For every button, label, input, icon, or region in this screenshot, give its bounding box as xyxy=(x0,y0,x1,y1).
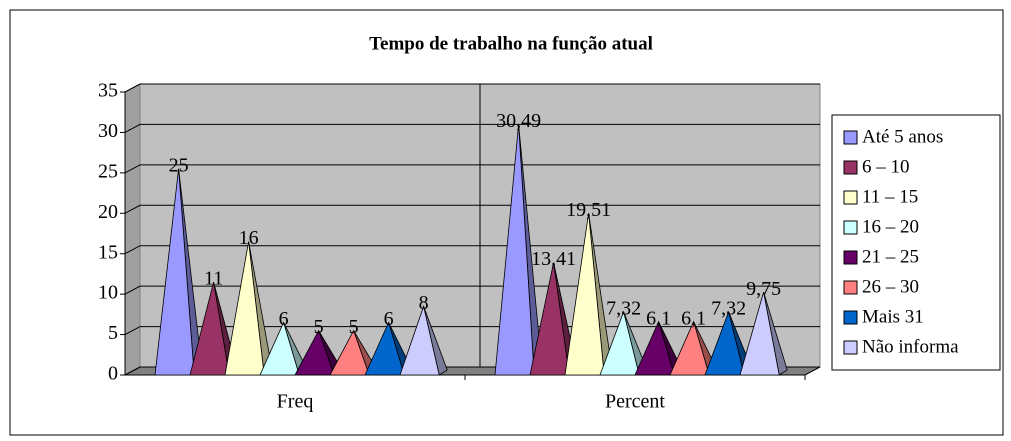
data-label: 6,1 xyxy=(646,307,671,329)
legend-swatch xyxy=(843,310,858,325)
pyramid xyxy=(259,321,300,376)
legend-swatch xyxy=(843,340,858,355)
legend-label: 11 – 15 xyxy=(862,186,918,207)
pyramid xyxy=(529,262,570,376)
pyramid xyxy=(669,320,710,376)
legend-swatch xyxy=(843,190,858,205)
data-label: 6 xyxy=(279,308,289,330)
grid-line xyxy=(124,123,820,133)
data-label: 8 xyxy=(419,292,429,314)
pyramid xyxy=(154,168,195,376)
pyramid xyxy=(739,292,780,376)
y-tick-label: 0 xyxy=(108,363,118,385)
legend-label: Até 5 anos xyxy=(862,126,943,147)
data-label: 13,41 xyxy=(531,248,576,270)
legend-swatch xyxy=(843,130,858,145)
y-tick-label: 15 xyxy=(98,241,118,263)
data-label: 5 xyxy=(349,316,359,338)
y-tick-label: 10 xyxy=(98,282,118,304)
grid-line xyxy=(124,164,820,174)
data-label: 9,75 xyxy=(746,278,781,300)
data-label: 7,32 xyxy=(711,297,746,319)
data-label: 5 xyxy=(314,316,324,338)
data-label: 30,49 xyxy=(496,110,541,132)
chart-title: Tempo de trabalho na função atual xyxy=(369,33,653,54)
pyramid xyxy=(599,310,640,376)
pyramid xyxy=(564,213,605,376)
data-label: 16 xyxy=(239,227,259,249)
legend-label: 6 – 10 xyxy=(862,156,910,177)
data-label: 11 xyxy=(204,268,223,290)
legend-swatch xyxy=(843,250,858,265)
pyramid xyxy=(224,241,265,376)
data-label: 25 xyxy=(169,154,189,176)
pyramid xyxy=(294,329,335,376)
grid-line xyxy=(124,83,820,93)
legend-swatch xyxy=(843,280,858,295)
legend-swatch xyxy=(843,160,858,175)
x-tick-label: Freq xyxy=(277,391,314,413)
legend-label: 26 – 30 xyxy=(862,276,919,297)
legend-label: 21 – 25 xyxy=(862,246,919,267)
y-tick-label: 25 xyxy=(98,160,118,182)
pyramid xyxy=(494,124,535,376)
data-label: 19,51 xyxy=(566,199,611,221)
y-tick-label: 5 xyxy=(108,322,118,344)
y-tick-label: 35 xyxy=(98,80,118,102)
pyramid xyxy=(364,321,405,376)
legend-label: 16 – 20 xyxy=(862,216,919,237)
legend-label: Mais 31 xyxy=(862,306,924,327)
legend-label: Não informa xyxy=(862,336,959,357)
grid-line xyxy=(124,204,820,214)
legend-swatch xyxy=(843,220,858,235)
pyramid xyxy=(189,281,230,376)
pyramid xyxy=(634,320,675,376)
x-tick-label: Percent xyxy=(605,391,665,413)
data-label: 7,32 xyxy=(606,297,641,319)
pyramid xyxy=(399,304,440,376)
pyramid xyxy=(704,310,745,376)
data-label: 6 xyxy=(384,308,394,330)
y-tick-label: 20 xyxy=(98,201,118,223)
pyramid xyxy=(329,329,370,376)
side-wall xyxy=(124,83,141,376)
data-label: 6,1 xyxy=(681,307,706,329)
y-tick-label: 30 xyxy=(98,120,118,142)
legend-box xyxy=(831,114,1001,371)
